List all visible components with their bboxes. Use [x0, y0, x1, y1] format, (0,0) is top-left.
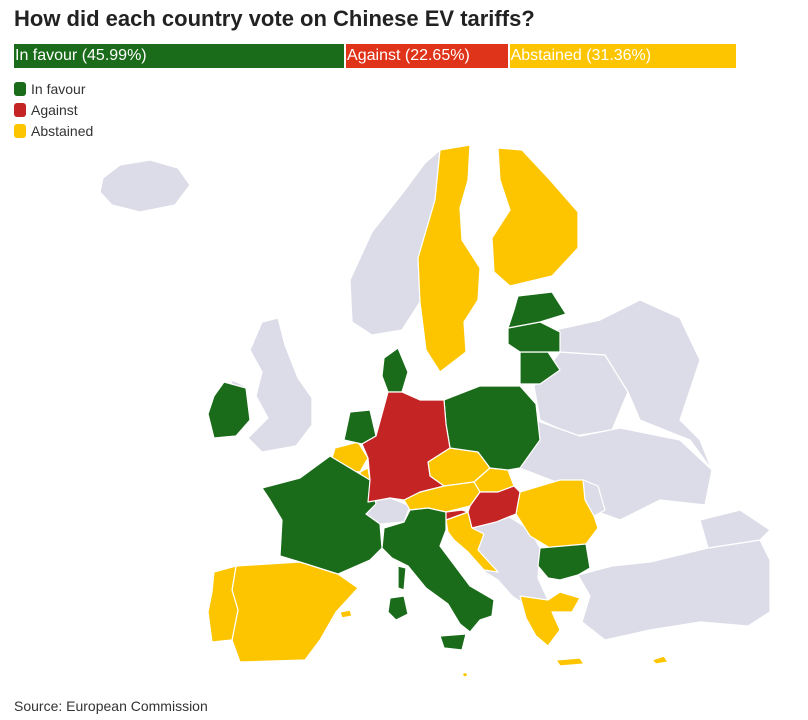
- bar-label-against: Against (22.65%): [347, 47, 470, 64]
- country-denmark: [381, 347, 409, 393]
- country-ireland: [207, 381, 251, 439]
- country-italy: [381, 507, 495, 633]
- country-romania: [515, 479, 599, 549]
- source-note: Source: European Commission: [14, 698, 208, 714]
- country-crete: [555, 657, 585, 667]
- legend-label-in-favour: In favour: [31, 80, 86, 97]
- country-latvia: [507, 321, 561, 353]
- legend-swatch-abstained: [14, 123, 26, 138]
- country-hungary: [467, 485, 521, 529]
- country-sardinia: [387, 595, 409, 621]
- country-great-britain: [247, 317, 313, 453]
- country-sicily: [439, 633, 467, 651]
- country-balearic-islands: [339, 609, 353, 619]
- legend-item-abstained: Abstained: [14, 120, 93, 141]
- chart-title: How did each country vote on Chinese EV …: [14, 6, 535, 31]
- legend-label-against: Against: [31, 101, 78, 118]
- legend-item-in-favour: In favour: [14, 78, 93, 99]
- bar-segment-in-favour: In favour (45.99%): [14, 44, 347, 68]
- bar-label-abstained: Abstained (31.36%): [510, 47, 652, 64]
- country-malta: [461, 671, 469, 678]
- country-france: [261, 455, 383, 575]
- legend-label-abstained: Abstained: [31, 122, 94, 139]
- country-iceland: [99, 159, 191, 213]
- legend-item-against: Against: [14, 99, 93, 120]
- legend-swatch-in-favour: [14, 81, 26, 96]
- country-cyprus: [651, 655, 669, 665]
- country-corsica: [397, 565, 407, 591]
- country-turkey: [577, 539, 771, 641]
- country-russia: [554, 299, 713, 471]
- country-slovenia: [445, 509, 469, 521]
- country-georgia-region: [699, 509, 771, 549]
- country-sweden: [417, 144, 481, 373]
- country-greece: [519, 591, 581, 647]
- bar-label-in-favour: In favour (45.99%): [15, 47, 147, 64]
- bar-segment-against: Against (22.65%): [346, 44, 510, 68]
- country-finland: [491, 147, 579, 287]
- country-portugal: [207, 565, 239, 643]
- bar-segment-abstained: Abstained (31.36%): [509, 44, 736, 68]
- country-germany: [361, 391, 451, 503]
- vote-share-bar: In favour (45.99%) Against (22.65%) Abst…: [14, 44, 736, 68]
- europe-map: [99, 144, 771, 678]
- country-spain: [231, 561, 359, 663]
- country-ukraine: [519, 419, 713, 521]
- country-estonia: [507, 291, 567, 329]
- country-bulgaria: [537, 543, 591, 581]
- legend: In favour Against Abstained: [14, 78, 93, 141]
- legend-swatch-against: [14, 102, 26, 117]
